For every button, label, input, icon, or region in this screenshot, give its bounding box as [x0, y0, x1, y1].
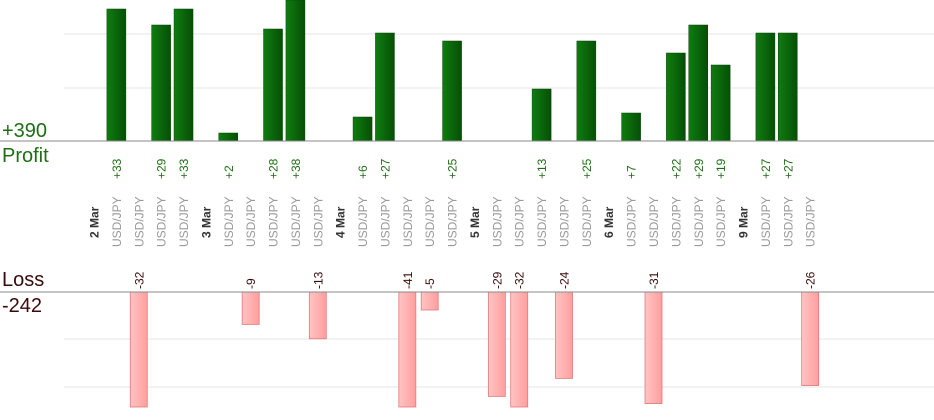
profit-bar [621, 112, 641, 142]
date-label: 4 Mar [334, 206, 348, 238]
labels: 2 Mar USD/JPY +33 USD/JPY -32 USD/JPY +29 USD/J… [88, 158, 818, 289]
profit-bar [531, 88, 552, 142]
profit-value-label: +29 [155, 158, 169, 179]
profit-value-label: +7 [625, 165, 639, 179]
profit-bar [666, 52, 686, 142]
profit-bar [375, 32, 395, 142]
date-label: 2 Mar [88, 206, 102, 238]
profit-value-label: +28 [267, 158, 281, 179]
profit-label: Profit [2, 145, 49, 167]
loss-value-label: -32 [132, 271, 146, 289]
loss-bar [510, 291, 529, 408]
profit-bar [778, 32, 798, 142]
date-label: 3 Mar [199, 206, 213, 238]
pair-label: USD/JPY [155, 196, 169, 247]
profit-bar [442, 40, 462, 142]
profit-bar [285, 0, 306, 142]
profit-bar [352, 116, 373, 142]
axis-lines [0, 140, 934, 293]
profit-value-label: +25 [580, 158, 594, 179]
profit-value-label: +22 [669, 158, 683, 179]
profit-bar [263, 28, 283, 142]
profit-value-label: +27 [378, 158, 392, 179]
loss-bar [129, 291, 148, 408]
loss-bar [241, 291, 260, 325]
loss-value-label: -26 [804, 271, 818, 289]
profit-value-label: +33 [177, 158, 191, 179]
profit-value-label: +25 [446, 158, 460, 179]
profit-total: +390 [2, 120, 48, 142]
loss-value-label: -9 [244, 278, 258, 289]
bars [106, 0, 820, 408]
pair-label: USD/JPY [513, 196, 527, 247]
pair-label: USD/JPY [311, 196, 325, 247]
pair-label: USD/JPY [289, 196, 303, 247]
loss-bar [308, 291, 327, 340]
pair-label: USD/JPY [804, 196, 818, 247]
loss-value-label: -13 [311, 271, 325, 289]
pair-label: USD/JPY [669, 196, 683, 247]
profit-bar [151, 24, 171, 142]
pair-label: USD/JPY [244, 196, 258, 247]
profit-value-label: +6 [356, 165, 370, 179]
pair-label: USD/JPY [781, 196, 795, 247]
profit-value-label: +38 [289, 158, 303, 179]
profit-bar [710, 64, 731, 142]
pair-label: USD/JPY [423, 196, 437, 247]
loss-value-label: -32 [513, 271, 527, 289]
pair-label: USD/JPY [177, 196, 191, 247]
pair-label: USD/JPY [647, 196, 661, 247]
pair-label: USD/JPY [110, 196, 124, 247]
loss-value-label: -24 [557, 271, 571, 289]
pair-label: USD/JPY [401, 196, 415, 247]
profit-bar [688, 24, 709, 142]
loss-bar [555, 291, 573, 379]
pair-label: USD/JPY [759, 196, 773, 247]
pair-label: USD/JPY [132, 196, 146, 247]
loss-bar [398, 291, 417, 408]
pair-label: USD/JPY [378, 196, 392, 247]
pair-label: USD/JPY [446, 196, 460, 247]
loss-value-label: -41 [401, 271, 415, 289]
loss-bar [801, 291, 820, 386]
loss-value-label: -31 [647, 271, 661, 289]
pair-label: USD/JPY [625, 196, 639, 247]
pair-label: USD/JPY [692, 196, 706, 247]
profit-bar [576, 40, 597, 142]
pair-label: USD/JPY [222, 196, 236, 247]
profit-value-label: +29 [692, 158, 706, 179]
loss-bar [420, 291, 439, 311]
date-label: 9 Mar [737, 206, 751, 238]
date-label: 5 Mar [468, 206, 482, 238]
profit-value-label: +33 [110, 158, 124, 179]
pair-label: USD/JPY [267, 196, 281, 247]
loss-bar [487, 291, 506, 397]
loss-value-label: -5 [423, 278, 437, 289]
profit-bar [755, 32, 776, 142]
pair-label: USD/JPY [557, 196, 571, 247]
pair-label: USD/JPY [580, 196, 594, 247]
pair-label: USD/JPY [356, 196, 370, 247]
pair-label: USD/JPY [714, 196, 728, 247]
profit-value-label: +27 [781, 158, 795, 179]
loss-bar [644, 291, 663, 404]
pair-label: USD/JPY [490, 196, 504, 247]
loss-label: Loss [2, 269, 45, 291]
pair-label: USD/JPY [535, 196, 549, 247]
profit-value-label: +19 [714, 158, 728, 179]
date-label: 6 Mar [602, 206, 616, 238]
profit-bar [173, 8, 194, 142]
loss-total: -242 [2, 295, 43, 317]
profit-value-label: +2 [222, 165, 236, 179]
profit-value-label: +27 [759, 158, 773, 179]
profit-bar [218, 132, 239, 142]
loss-value-label: -29 [490, 271, 504, 289]
profit-bar [106, 8, 127, 142]
profit-value-label: +13 [535, 158, 549, 179]
